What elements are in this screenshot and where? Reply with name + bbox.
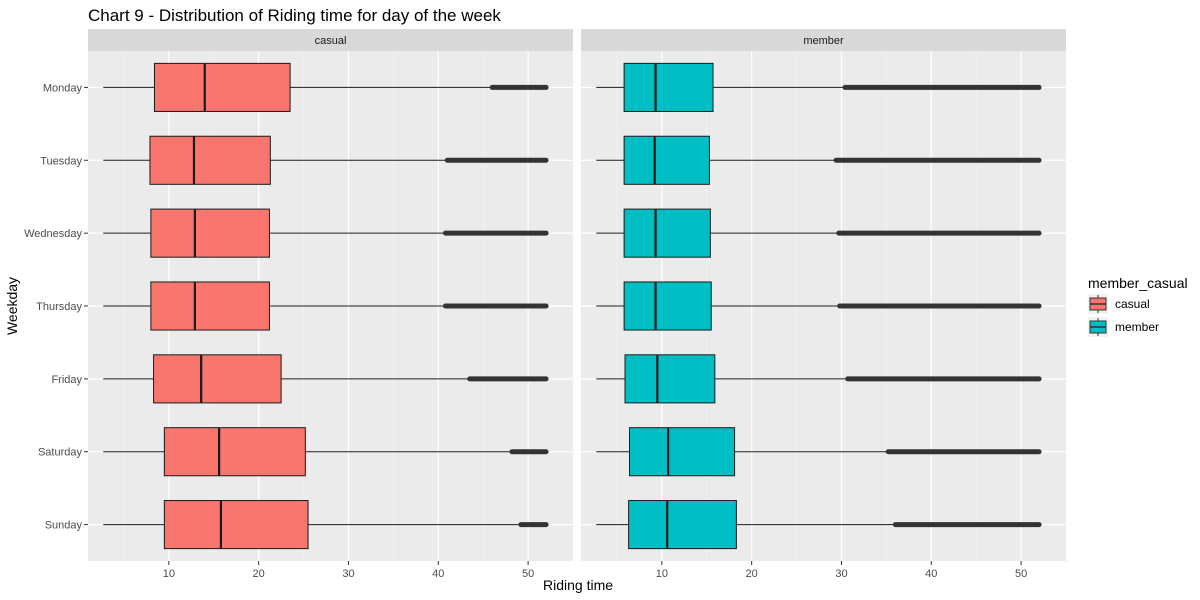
boxplot-casual-thursday	[103, 281, 549, 331]
iqr-box	[623, 62, 714, 112]
facet-panel-casual: casual 10 20 30 40 50 Monday Tuesday Wednesday Th…	[24, 29, 574, 580]
chart-title: Chart 9 - Distribution of Riding time fo…	[88, 6, 501, 25]
facet-strip-label: member	[803, 35, 844, 47]
legend-label: casual	[1115, 297, 1150, 311]
iqr-box	[628, 500, 737, 550]
boxplot-member-monday	[596, 62, 1042, 112]
x-tick-label: 30	[835, 568, 847, 580]
y-tick-label: Tuesday	[40, 155, 82, 167]
boxplot-casual-friday	[103, 354, 549, 404]
x-tick-label: 50	[1015, 568, 1027, 580]
iqr-box	[624, 354, 716, 404]
boxplot-casual-sunday	[103, 500, 549, 550]
legend-label: member	[1115, 320, 1159, 334]
x-tick-label: 50	[522, 568, 534, 580]
iqr-box	[149, 135, 271, 185]
boxplot-casual-saturday	[103, 427, 549, 477]
legend-item-casual: casual	[1088, 294, 1150, 314]
facet-panels: casual 10 20 30 40 50 Monday Tuesday Wednesday Th…	[24, 29, 1067, 580]
y-tick-label: Thursday	[36, 301, 82, 313]
y-tick-label: Monday	[43, 82, 83, 94]
legend: member_casual casual member	[1088, 275, 1188, 337]
x-tick-label: 40	[432, 568, 444, 580]
boxplot-member-tuesday	[596, 135, 1042, 185]
y-tick-label: Sunday	[45, 520, 83, 532]
iqr-box	[623, 281, 712, 331]
x-tick-label: 10	[163, 568, 175, 580]
boxplot-member-saturday	[596, 427, 1042, 477]
iqr-box	[163, 427, 306, 477]
facet-panel-member: member 10 20 30 40 50	[581, 29, 1067, 580]
iqr-box	[150, 281, 270, 331]
y-axis-title: Weekday	[4, 277, 20, 335]
boxplot-member-thursday	[596, 281, 1042, 331]
x-tick-label: 40	[925, 568, 937, 580]
iqr-box	[623, 135, 710, 185]
boxplot-member-wednesday	[596, 208, 1042, 258]
iqr-box	[150, 208, 270, 258]
y-tick-label: Saturday	[38, 447, 83, 459]
facet-strip-label: casual	[315, 35, 347, 47]
y-tick-label: Wednesday	[24, 228, 82, 240]
iqr-box	[153, 354, 282, 404]
iqr-box	[163, 500, 309, 550]
boxplot-member-friday	[596, 354, 1042, 404]
boxplot-casual-tuesday	[103, 135, 549, 185]
facet-strip	[581, 29, 1066, 51]
x-tick-label: 20	[253, 568, 265, 580]
x-tick-label: 20	[746, 568, 758, 580]
x-axis-title: Riding time	[543, 577, 613, 593]
x-tick-label: 10	[656, 568, 668, 580]
iqr-box	[629, 427, 736, 477]
boxplot-member-sunday	[596, 500, 1042, 550]
iqr-box	[623, 208, 711, 258]
iqr-box	[153, 62, 291, 112]
y-tick-label: Friday	[51, 374, 82, 386]
facet-strip	[88, 29, 573, 51]
x-tick-label: 30	[342, 568, 354, 580]
legend-title: member_casual	[1088, 275, 1188, 291]
boxplot-casual-wednesday	[103, 208, 549, 258]
boxplot-casual-monday	[103, 62, 549, 112]
legend-item-member: member	[1088, 317, 1159, 337]
